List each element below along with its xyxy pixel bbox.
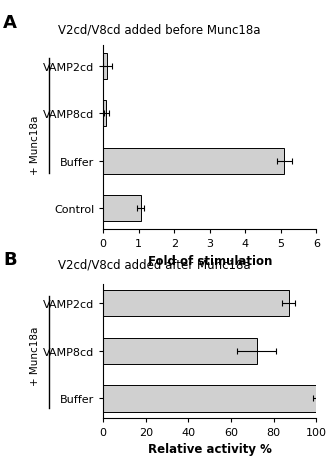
Bar [103, 54, 108, 80]
Bar [103, 291, 289, 317]
Text: A: A [3, 14, 17, 32]
Text: B: B [3, 250, 17, 269]
Bar [103, 338, 257, 364]
Text: + Munc18a: + Munc18a [30, 115, 40, 174]
X-axis label: Fold of stimulation: Fold of stimulation [148, 254, 272, 267]
Bar [103, 148, 284, 174]
Bar [103, 195, 141, 221]
Bar [103, 386, 316, 412]
Text: V2cd/V8cd added after Munc18a: V2cd/V8cd added after Munc18a [58, 257, 251, 270]
Bar [103, 101, 106, 127]
Text: + Munc18a: + Munc18a [30, 326, 40, 386]
Text: V2cd/V8cd added before Munc18a: V2cd/V8cd added before Munc18a [58, 23, 261, 36]
X-axis label: Relative activity %: Relative activity % [148, 442, 272, 455]
